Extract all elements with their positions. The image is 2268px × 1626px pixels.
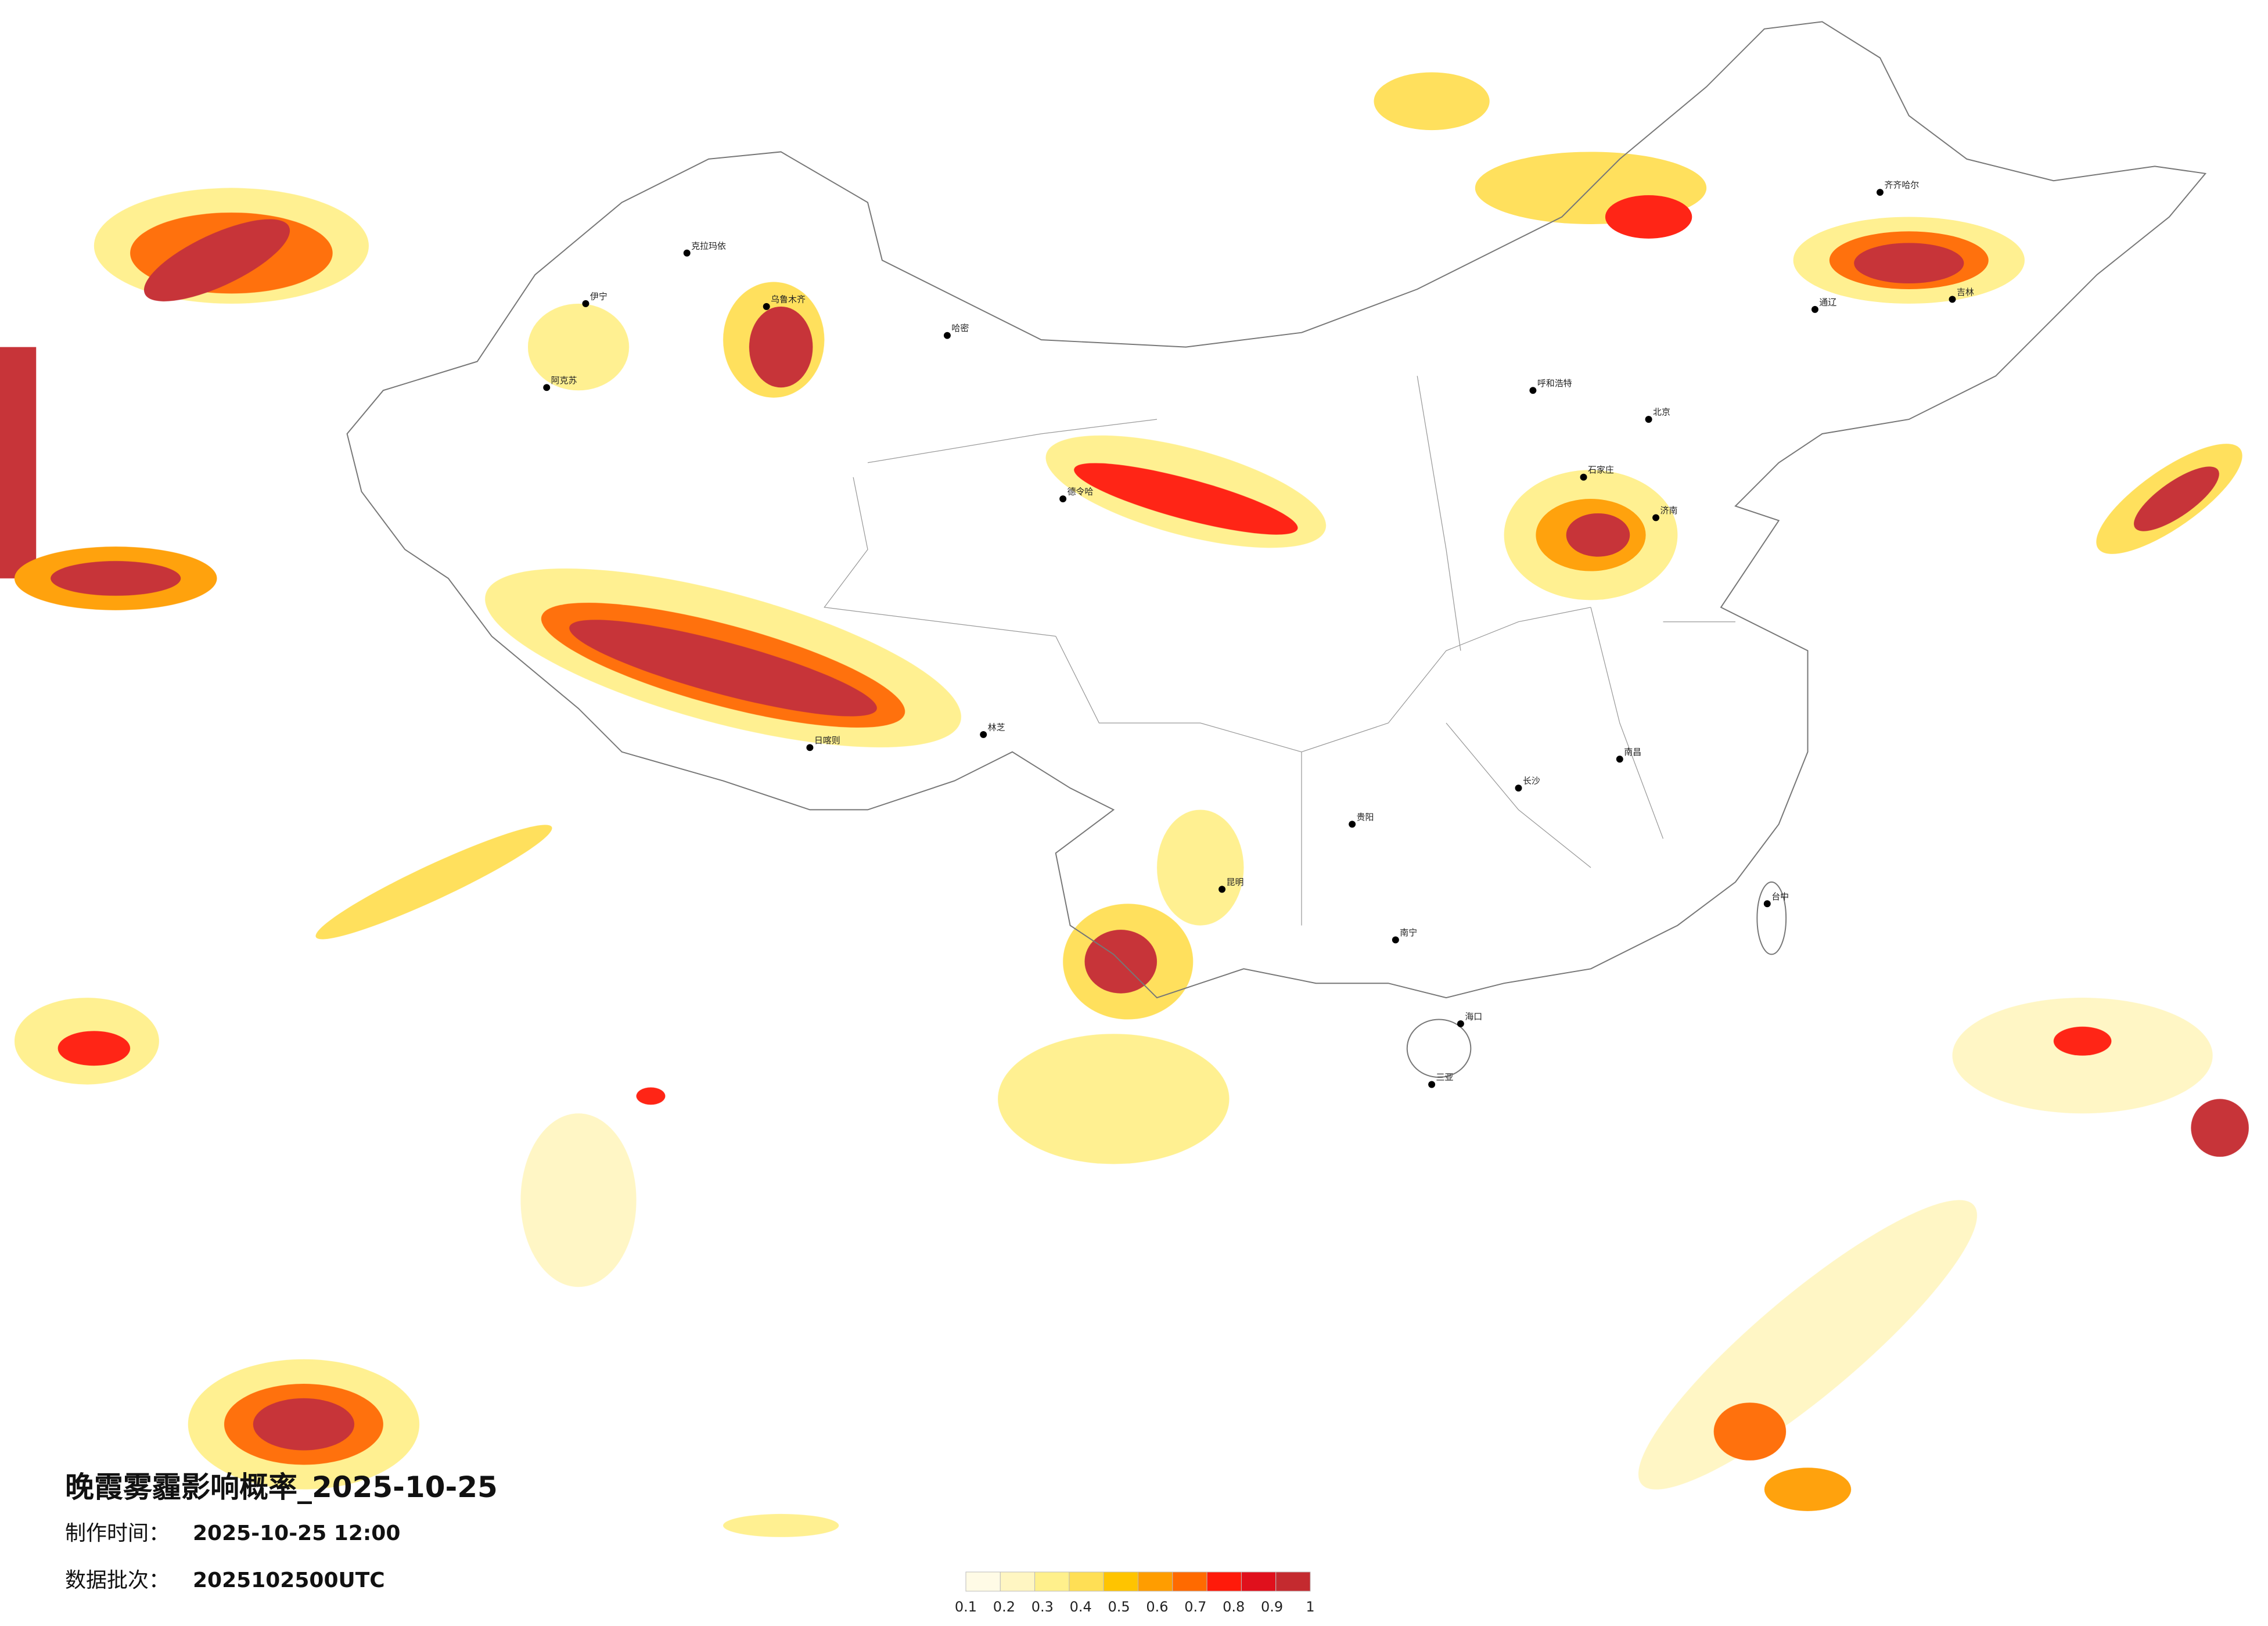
city-dot [1349,821,1356,828]
city-dot [1515,785,1522,792]
city-label: 济南 [1660,505,1678,516]
city-dot [1949,296,1956,303]
city-label: 通辽 [1819,297,1836,307]
city-dot [1457,1020,1464,1027]
city-label: 南昌 [1624,747,1641,757]
colorbar-swatch [1172,1571,1207,1592]
production-time: 2025-10-25 12:00 [193,1521,400,1545]
colorbar-tick-label: 0.6 [1146,1599,1168,1615]
colorbar-tick-label: 0.9 [1261,1599,1283,1615]
province-borders [824,376,1736,926]
city-dot [1059,495,1067,503]
city-dot [1392,936,1399,944]
colorbar-tick-label: 0.2 [993,1599,1015,1615]
city-dot [1763,900,1771,908]
colorbar-tick-label: 0.4 [1070,1599,1092,1615]
colorbar-swatch [965,1571,1001,1592]
city-dot [943,332,951,339]
data-batch-label: 数据批次： [65,1569,170,1592]
city-dot [1529,387,1537,394]
production-time-label: 制作时间： [65,1521,170,1545]
city-label: 哈密 [951,323,969,333]
colorbar-tick-label: 0.3 [1031,1599,1054,1615]
city-label: 贵阳 [1357,812,1374,822]
city-label: 日喀则 [814,735,840,746]
city-dot [1811,305,1818,313]
colorbar-swatch [1241,1571,1277,1592]
colorbar-swatch [1069,1571,1104,1592]
city-dot [1652,514,1660,521]
city-label: 北京 [1653,407,1670,418]
colorbar-swatch [1138,1571,1173,1592]
city-dot [1580,473,1587,481]
colorbar-tick-label: 0.7 [1184,1599,1206,1615]
city-dot [683,249,691,257]
island-taiwan [1756,881,1787,955]
city-label: 齐齐哈尔 [1884,180,1919,190]
city-label: 石家庄 [1588,465,1614,475]
city-dot [980,731,987,738]
heat-field [0,72,2249,1537]
city-label: 长沙 [1523,776,1540,786]
colorbar-tick-label: 0.1 [955,1599,977,1615]
city-dot [1219,886,1226,893]
city-dot [806,744,814,751]
city-label: 克拉玛依 [691,240,726,251]
city-label: 林芝 [988,722,1005,732]
data-batch: 2025102500UTC [193,1569,385,1592]
city-label: 德令哈 [1067,487,1094,497]
city-label: 伊宁 [590,291,608,301]
city-dot [1877,189,1884,196]
city-dot [582,300,590,307]
city-label: 台中 [1771,891,1789,902]
country-outline [346,21,2207,999]
city-dot [763,303,770,310]
city-label: 昆明 [1227,877,1244,887]
colorbar-tick-label: 0.5 [1108,1599,1130,1615]
city-dot [1428,1081,1436,1088]
colorbar-tick-label: 1 [1306,1599,1314,1615]
colorbar-swatch [1000,1571,1036,1592]
colorbar-tick-label: 0.8 [1223,1599,1245,1615]
colorbar-swatch [1103,1571,1138,1592]
city-label: 南宁 [1400,927,1417,938]
city-dot [543,384,551,391]
colorbar-swatch [1275,1571,1311,1592]
colorbar-swatch [1034,1571,1070,1592]
city-label: 阿克苏 [551,375,577,386]
city-dot [1616,756,1623,763]
city-dot [1645,416,1652,423]
island-hainan [1406,1019,1472,1078]
city-label: 乌鲁木齐 [771,294,806,304]
city-label: 三亚 [1436,1072,1454,1082]
city-label: 吉林 [1957,287,1974,297]
city-label: 呼和浩特 [1537,378,1572,388]
map-title: 晚霞雾霾影响概率_2025-10-25 [65,1470,498,1504]
colorbar: 0.1 0.2 0.3 0.4 0.5 0.6 0.7 0.8 0.9 1 [955,1571,1315,1615]
city-label: 海口 [1465,1011,1482,1021]
colorbar-swatch [1206,1571,1242,1592]
